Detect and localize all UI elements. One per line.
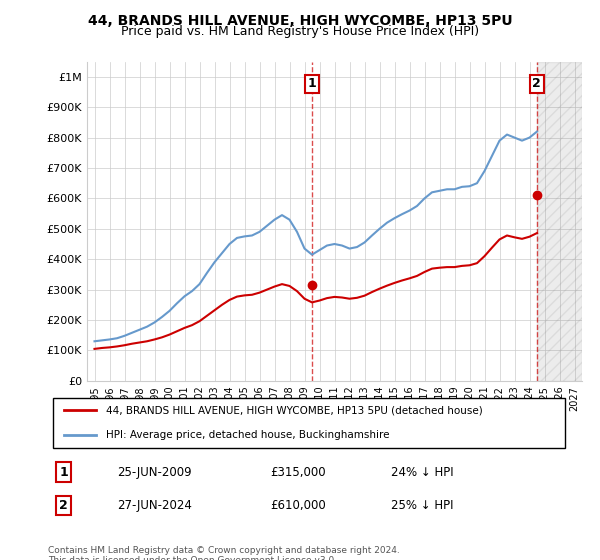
- Bar: [537, 62, 582, 381]
- Text: 1: 1: [59, 465, 68, 479]
- Text: 25-JUN-2009: 25-JUN-2009: [116, 465, 191, 479]
- Text: 2: 2: [59, 499, 68, 512]
- Text: Contains HM Land Registry data © Crown copyright and database right 2024.
This d: Contains HM Land Registry data © Crown c…: [48, 546, 400, 560]
- Text: 24% ↓ HPI: 24% ↓ HPI: [391, 465, 454, 479]
- Text: £315,000: £315,000: [270, 465, 325, 479]
- Text: 2: 2: [532, 77, 541, 91]
- Text: Price paid vs. HM Land Registry's House Price Index (HPI): Price paid vs. HM Land Registry's House …: [121, 25, 479, 38]
- Text: 44, BRANDS HILL AVENUE, HIGH WYCOMBE, HP13 5PU (detached house): 44, BRANDS HILL AVENUE, HIGH WYCOMBE, HP…: [106, 405, 483, 416]
- Text: 27-JUN-2024: 27-JUN-2024: [116, 499, 191, 512]
- Text: 44, BRANDS HILL AVENUE, HIGH WYCOMBE, HP13 5PU: 44, BRANDS HILL AVENUE, HIGH WYCOMBE, HP…: [88, 14, 512, 28]
- Text: 1: 1: [307, 77, 316, 91]
- Text: 25% ↓ HPI: 25% ↓ HPI: [391, 499, 454, 512]
- Text: £610,000: £610,000: [270, 499, 326, 512]
- Text: HPI: Average price, detached house, Buckinghamshire: HPI: Average price, detached house, Buck…: [106, 430, 389, 440]
- FancyBboxPatch shape: [53, 398, 565, 448]
